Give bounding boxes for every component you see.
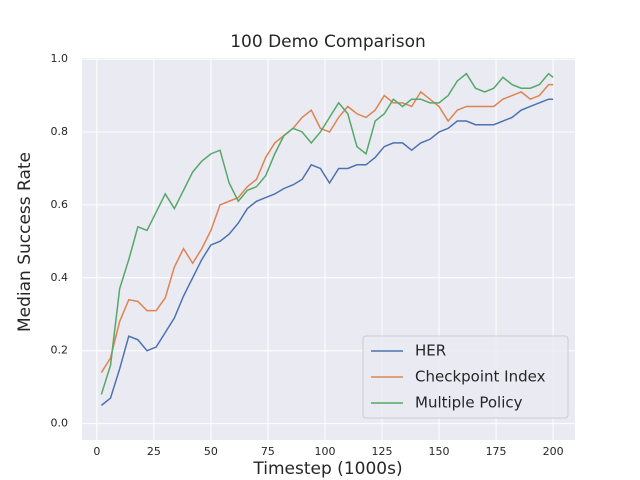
x-tick-label: 75 (261, 445, 275, 458)
y-tick-label: 1.0 (51, 52, 69, 65)
legend-label: HER (415, 342, 446, 360)
x-tick-label: 175 (486, 445, 507, 458)
x-tick-label: 25 (147, 445, 161, 458)
y-axis-label: Median Success Rate (15, 152, 35, 332)
legend-label: Checkpoint Index (415, 368, 546, 386)
data-line (100, 83, 554, 373)
y-tick-label: 0.2 (51, 344, 69, 357)
x-tick-label: 0 (93, 445, 100, 458)
chart-title: 100 Demo Comparison (230, 32, 426, 52)
y-tick-label: 0.0 (51, 417, 69, 430)
x-tick-label: 150 (429, 445, 450, 458)
y-tick-label: 0.6 (51, 198, 69, 211)
y-tick-label: 0.4 (51, 271, 69, 284)
x-tick-label: 200 (543, 445, 564, 458)
y-tick-label: 0.8 (51, 125, 69, 138)
x-tick-label: 100 (314, 445, 335, 458)
data-line (100, 98, 554, 406)
data-line (100, 72, 554, 395)
legend-box (362, 335, 569, 419)
x-tick-label: 50 (204, 445, 218, 458)
x-tick-label: 125 (371, 445, 392, 458)
legend-label: Multiple Policy (415, 394, 523, 412)
x-axis-label: Timestep (1000s) (252, 459, 402, 479)
